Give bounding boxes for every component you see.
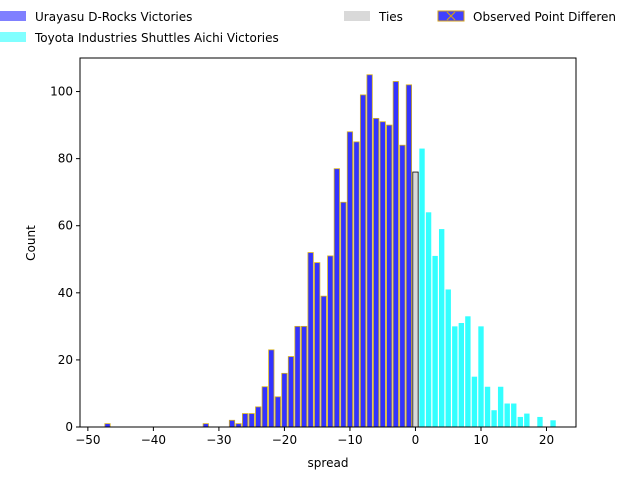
bar-series0-x-16: [307, 252, 314, 428]
bars-layer: [104, 74, 556, 428]
bar-series0-x-12: [333, 168, 340, 428]
bar-series2-x10: [478, 326, 484, 427]
bar-series2-x1: [419, 148, 425, 427]
legend-label: Ties: [378, 10, 403, 24]
bar-series0-x-27: [235, 423, 242, 428]
bar-series0-x-20: [281, 372, 288, 428]
bar-series2-x5: [445, 289, 451, 427]
bar-series0-x-8: [359, 94, 367, 428]
bar-series0-x-14: [320, 295, 327, 428]
bar-series2-x12: [491, 410, 497, 427]
legend-x-marker: [446, 11, 456, 21]
x-tick-label: −40: [141, 433, 166, 447]
bar-series2-x8: [465, 316, 471, 427]
bar-series0-x-28: [228, 419, 236, 428]
bar-series2-x15: [511, 403, 517, 427]
bar-series2-x16: [517, 416, 523, 427]
bar-series0-x-7: [366, 74, 373, 428]
legend-label: Toyota Industries Shuttles Aichi Victori…: [34, 31, 279, 45]
y-tick-label: 20: [58, 353, 73, 367]
x-tick-label: −50: [75, 433, 100, 447]
bar-series0-x-11: [340, 201, 347, 428]
y-axis-label: Count: [24, 225, 38, 261]
bar-series2-x6: [452, 326, 458, 427]
x-tick-label: 10: [473, 433, 488, 447]
bar-series2-x11: [484, 386, 491, 427]
legend-swatch: [0, 32, 26, 42]
bar-series0-x-21: [274, 396, 281, 428]
bar-series0-x-32: [202, 423, 209, 428]
y-axis: 0 20 40 60 80 100: [50, 85, 80, 434]
plot-frame: [79, 57, 577, 428]
legend-swatch: [344, 11, 370, 21]
y-tick-label: 0: [65, 420, 73, 434]
bar-series0-x-15: [314, 262, 321, 428]
bar-series0-x-19: [287, 356, 295, 428]
bar-series2-x4: [438, 229, 445, 427]
bar-series0-x-2: [399, 144, 406, 428]
bar-series0-x-18: [294, 325, 301, 428]
bar-series2-x2: [425, 212, 432, 427]
bar-series0-x-25: [248, 413, 255, 428]
bar-series0-x-24: [255, 406, 262, 428]
y-tick-label: 100: [50, 85, 73, 99]
bar-series2-x7: [458, 323, 465, 427]
bar-series1-x0: [412, 171, 419, 428]
bar-series2-x3: [432, 255, 438, 427]
x-axis: −50 −40 −30 −20 −10 0 10 20: [75, 427, 554, 447]
bar-series2-x17: [524, 413, 530, 427]
x-tick-label: 20: [539, 433, 554, 447]
bar-series0-x-3: [392, 81, 399, 428]
bar-series0-x-47: [104, 423, 111, 428]
bar-series0-x-1: [405, 84, 413, 428]
legend-swatch: [0, 11, 26, 21]
legend: Urayasu D-Rocks Victories Toyota Industri…: [0, 10, 616, 45]
x-tick-label: −10: [337, 433, 362, 447]
y-tick-label: 40: [58, 286, 73, 300]
bar-series2-x21: [550, 420, 556, 427]
y-tick-label: 60: [58, 219, 73, 233]
x-tick-label: −20: [272, 433, 297, 447]
bar-series0-x-23: [261, 386, 268, 428]
bar-series0-x-22: [268, 349, 275, 428]
legend-label: Observed Point Differen: [473, 10, 616, 24]
bar-series2-x19: [537, 416, 543, 427]
bar-series0-x-10: [346, 131, 354, 428]
y-tick-label: 80: [58, 152, 73, 166]
bar-series2-x14: [504, 403, 510, 427]
bar-series0-x-13: [327, 255, 334, 428]
bar-series0-x-17: [300, 325, 308, 428]
bar-series0-x-4: [386, 124, 393, 428]
bar-series2-x9: [471, 376, 478, 427]
bar-series0-x-6: [373, 117, 380, 428]
x-axis-label: spread: [308, 456, 349, 470]
bar-series0-x-9: [353, 141, 360, 428]
legend-label: Urayasu D-Rocks Victories: [35, 10, 192, 24]
bar-series2-x13: [497, 386, 504, 427]
x-tick-label: −30: [206, 433, 231, 447]
bar-series0-x-5: [379, 121, 386, 428]
bar-series0-x-26: [242, 413, 249, 428]
x-tick-label: 0: [412, 433, 420, 447]
